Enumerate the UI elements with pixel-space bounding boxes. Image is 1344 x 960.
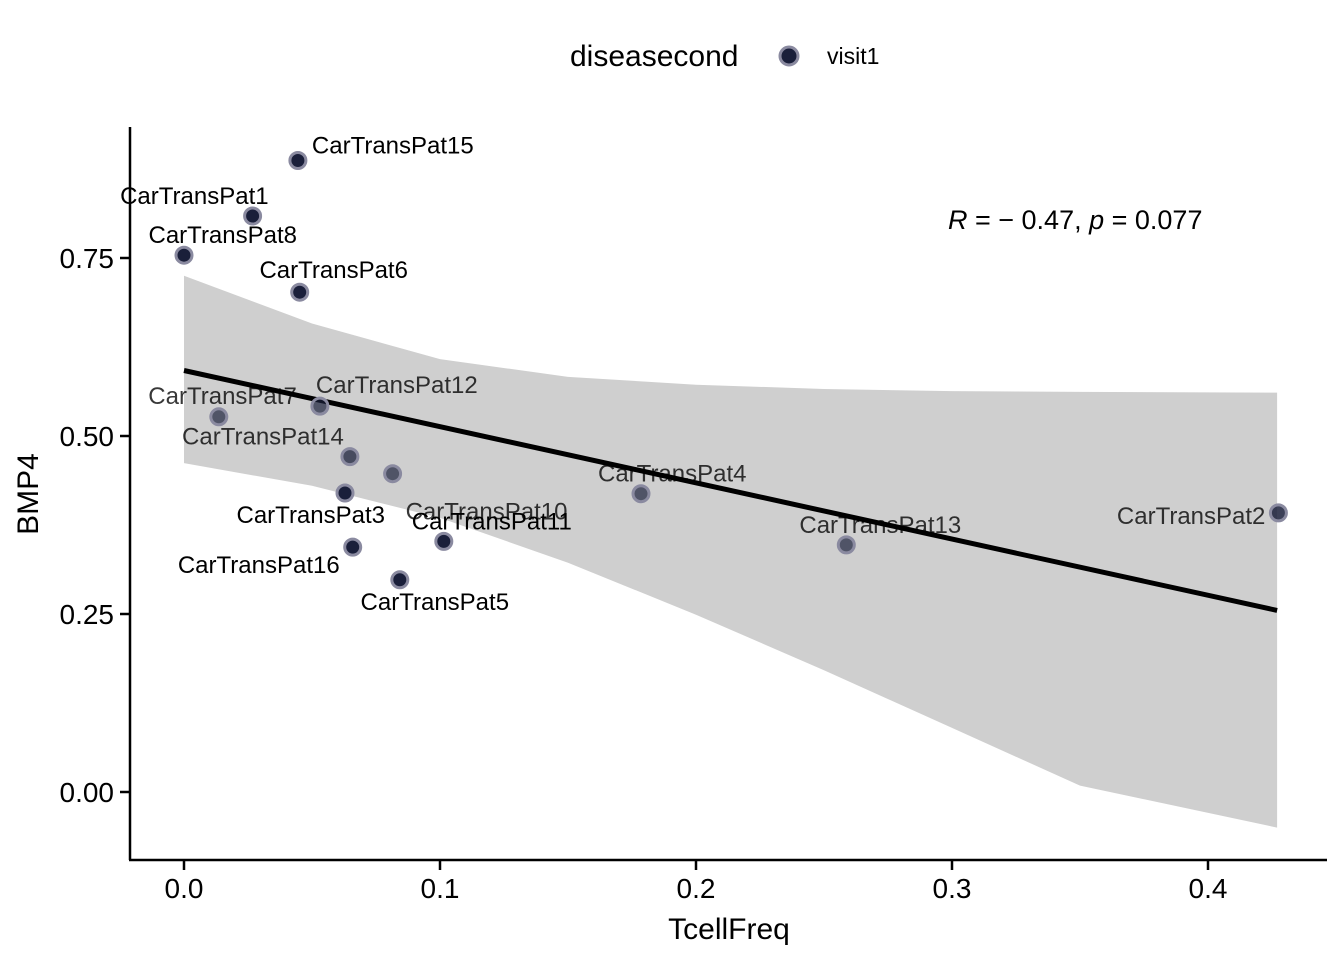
point-label: CarTransPat12 (316, 372, 478, 399)
y-ticks: 0.00 0.25 0.50 0.75 (60, 243, 130, 808)
y-axis-title: BMP4 (12, 453, 45, 535)
annotation-p-value: = 0.077 (1104, 205, 1202, 235)
point-label: CarTransPat1 (120, 183, 269, 210)
point-label: CarTransPat14 (182, 424, 344, 451)
point-label: CarTransPat8 (149, 222, 298, 249)
point-label: CarTransPat11 (412, 508, 572, 535)
data-point (209, 407, 229, 427)
regression-line-layer (183, 368, 1278, 613)
y-tick-label: 0.25 (60, 599, 115, 630)
point-label: CarTransPat7 (148, 383, 297, 410)
legend-title: diseasecond (570, 40, 738, 73)
x-ticks: 0.0 0.1 0.2 0.3 0.4 (165, 860, 1228, 904)
annotation-p-symbol: p (1088, 205, 1104, 235)
data-point (310, 396, 330, 416)
data-point (1268, 503, 1288, 523)
point-label: CarTransPat3 (237, 502, 386, 529)
data-point (383, 464, 403, 484)
data-point (340, 447, 360, 467)
data-point (243, 206, 263, 226)
data-point (288, 151, 308, 170)
annotation-r-symbol: R (948, 205, 968, 235)
regression-line (183, 368, 1278, 613)
points-layer (174, 151, 1288, 590)
point-label: CarTransPat10 (406, 499, 568, 526)
y-tick-label: 0.75 (60, 243, 115, 274)
point-label: CarTransPat6 (259, 257, 408, 284)
correlation-annotation: R = − 0.47, p = 0.077 (948, 205, 1202, 235)
point-label: CarTransPat16 (178, 552, 340, 579)
point-label: CarTransPat4 (598, 461, 747, 488)
x-tick-label: 0.4 (1189, 873, 1228, 904)
legend-key-visit1 (778, 45, 800, 67)
data-point (434, 531, 454, 551)
confidence-band-layer (184, 275, 1278, 828)
y-tick-label: 0.50 (60, 421, 115, 452)
data-point (174, 245, 194, 265)
data-point (836, 535, 856, 555)
x-tick-label: 0.0 (165, 873, 204, 904)
x-tick-label: 0.2 (677, 873, 716, 904)
point-label: CarTransPat2 (1117, 503, 1266, 530)
x-tick-label: 0.3 (933, 873, 972, 904)
y-tick-label: 0.00 (60, 777, 115, 808)
annotation-r-value: = − 0.47, (968, 205, 1090, 235)
axes: 0.0 0.1 0.2 0.3 0.4 0.00 0.25 0.50 0.75 (60, 127, 1327, 904)
data-point (343, 537, 363, 557)
point-label: CarTransPat13 (799, 512, 961, 539)
point-label: CarTransPat15 (312, 133, 474, 160)
data-point (290, 282, 310, 302)
legend: diseasecond visit1 (570, 40, 879, 73)
x-axis-title: TcellFreq (668, 913, 790, 946)
data-point (631, 484, 651, 504)
legend-label-visit1: visit1 (827, 43, 879, 69)
data-point (390, 570, 410, 590)
point-labels-layer: CarTransPat15 CarTransPat1 CarTransPat8 Car… (120, 133, 1265, 616)
x-tick-label: 0.1 (421, 873, 460, 904)
confidence-band (184, 275, 1278, 828)
point-label: CarTransPat5 (361, 589, 510, 616)
data-point (335, 483, 355, 503)
